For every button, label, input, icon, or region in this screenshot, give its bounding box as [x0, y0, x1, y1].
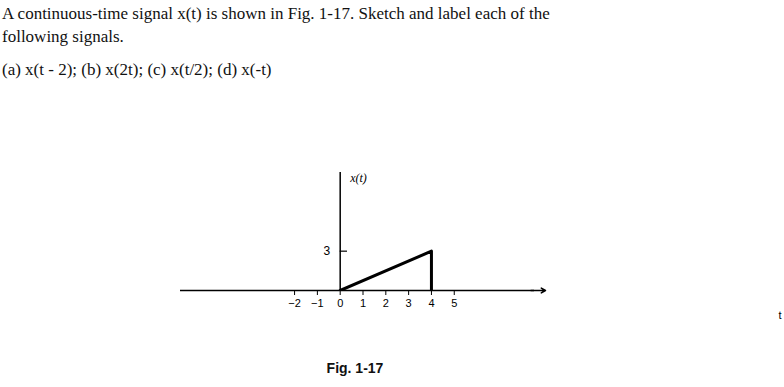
html-text:following signals.: following signals.: [2, 27, 124, 46]
svg-text:x(t): x(t): [349, 171, 367, 185]
svg-text:1: 1: [360, 297, 366, 309]
svg-text:3: 3: [406, 297, 412, 309]
svg-text:t: t: [778, 309, 781, 321]
svg-text:2: 2: [383, 297, 389, 309]
svg-text:−2: −2: [288, 297, 301, 309]
svg-text:3: 3: [324, 244, 331, 258]
svg-text:0: 0: [337, 297, 343, 309]
svg-text:5: 5: [451, 297, 457, 309]
svg-text:−1: −1: [311, 297, 324, 309]
html-text:Fig. 1-17: Fig. 1-17: [326, 360, 384, 376]
svg-text:4: 4: [428, 297, 434, 309]
html-text:A continuous-time signal x(t): A continuous-time signal x(t) is shown i…: [2, 4, 550, 23]
html-text:(a) x(t - 2); (b) x(2t); (c) x: (a) x(t - 2); (b) x(2t); (c) x(t/2); (d)…: [2, 60, 272, 79]
